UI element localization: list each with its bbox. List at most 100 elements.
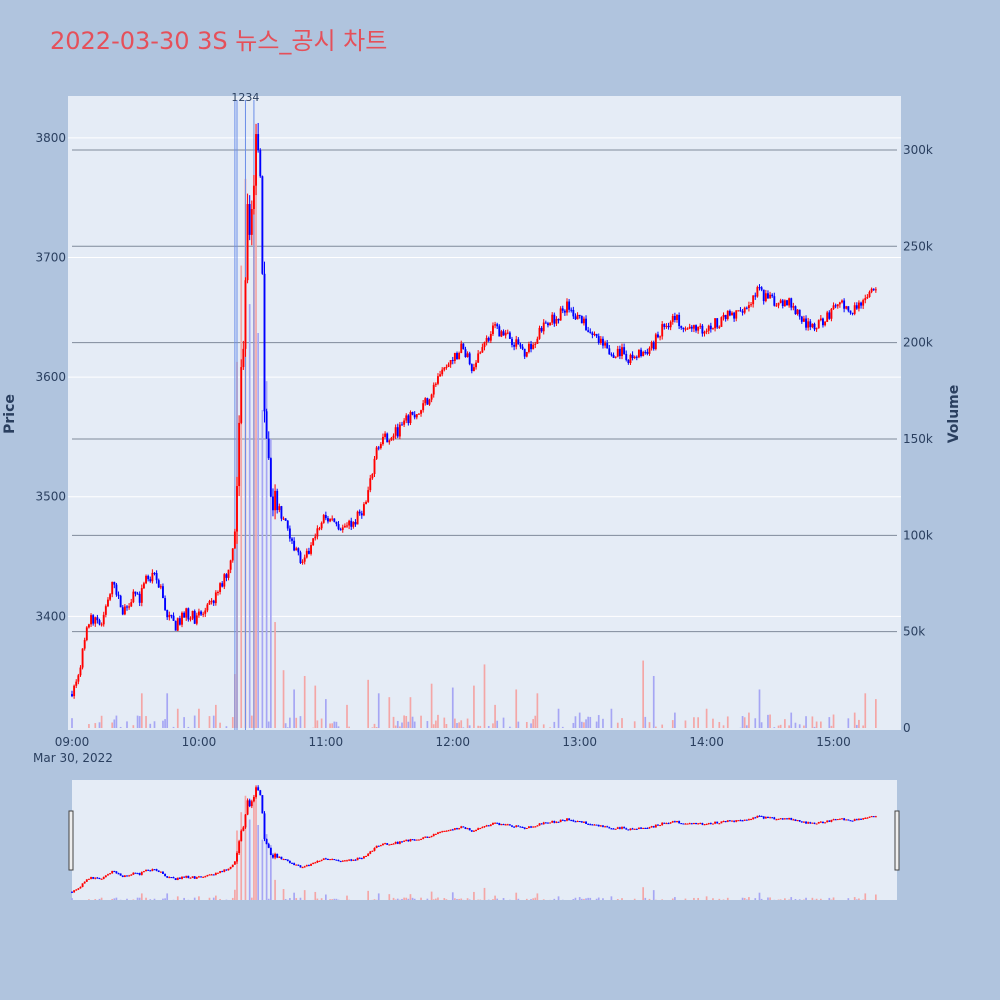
slider-volume-bar [71,898,73,900]
slider-volume-bar [176,896,179,900]
slider-candle-body [832,819,835,821]
slider-volume-bar [166,893,169,900]
slider-candle [466,827,469,830]
slider-candle [341,860,344,862]
candle [231,548,234,563]
slider-candle-body [348,859,351,861]
candle-body [197,611,200,616]
slider-candle [229,866,232,870]
slider-candle-body [295,864,298,866]
slider-candle [409,838,412,842]
candle-body [437,376,439,384]
candle [475,360,477,370]
slider-volume-bar [367,890,369,900]
candle-body [250,209,253,235]
candle [502,329,505,336]
candle [485,335,488,346]
slider-volume-bar [671,898,674,900]
range-slider-left-handle[interactable] [68,810,74,871]
volume-bar [176,708,179,728]
slider-candle-body [413,839,416,841]
slider-candle [307,864,310,867]
slider-volume-bar [212,897,215,900]
slider-candle-body [593,824,596,826]
slider-candle-body [604,826,607,828]
candle [862,298,865,310]
slider-candle [724,821,727,823]
slider-candle-body [244,814,247,828]
slider-candle-body [447,830,450,832]
slider-volume-bar [215,895,217,900]
slider-candle [149,869,152,872]
slider-candle-body [458,828,461,830]
candle [633,355,636,360]
range-slider-right-handle[interactable] [894,810,900,871]
candle-body [183,612,186,618]
candle-body [413,414,416,418]
candle-body [195,615,198,624]
slider-candle-body [214,872,217,875]
slider-candle-body [811,822,814,824]
candle-body [460,343,463,354]
time-tick-label: 13:00 [562,735,597,749]
candle-body [303,557,306,562]
slider-candle [633,828,636,830]
candle-body [352,522,355,527]
candle-body [322,515,325,523]
candle-body [843,300,846,309]
slider-candle [549,822,552,824]
candle-body [631,354,634,359]
candle-body [684,328,687,330]
slider-candle [504,823,507,826]
main-plot-area[interactable] [68,96,901,730]
volume-bar [542,724,545,728]
candle-body [728,310,731,316]
candle-body [358,511,361,514]
slider-candle-body [544,822,547,824]
slider-candle-body [627,829,630,831]
slider-candle-body [117,873,120,875]
slider-candle [195,876,198,880]
slider-candle [815,823,818,825]
slider-candle [219,870,222,874]
slider-candle-body [733,820,736,822]
slider-candle-body [356,857,359,861]
candle [166,609,169,620]
slider-candle-body [815,823,818,825]
volume-bar [435,720,437,728]
slider-candle-body [242,827,245,831]
slider-candle [405,839,408,842]
slider-candle [563,820,566,822]
candle-body [737,310,740,312]
slider-candle [695,822,697,825]
volume-bar [219,722,221,728]
slider-candle-body [718,823,721,825]
candle [477,350,480,363]
slider-candle [591,824,594,826]
candle [612,352,615,359]
volume-bar [483,664,486,728]
candle [375,446,378,460]
candle [107,597,109,608]
range-slider[interactable] [72,780,897,900]
volume-bar [316,720,319,728]
slider-volume-bar [335,898,338,900]
candle [684,326,687,332]
candle [608,345,611,355]
candle-body [394,427,397,436]
candle [813,322,816,332]
slider-candle-body [269,847,272,855]
volume-bar [257,333,259,728]
candle [534,341,537,349]
candle [259,148,262,178]
candle [750,302,752,308]
volume-bar [100,715,103,728]
candle [453,352,456,364]
candle [267,431,270,460]
slider-candle-body [291,862,293,864]
slider-volume-bar [589,897,592,900]
candle-body [314,536,317,539]
candle [197,608,200,618]
candle [589,328,592,334]
slider-candle-body [227,868,230,871]
